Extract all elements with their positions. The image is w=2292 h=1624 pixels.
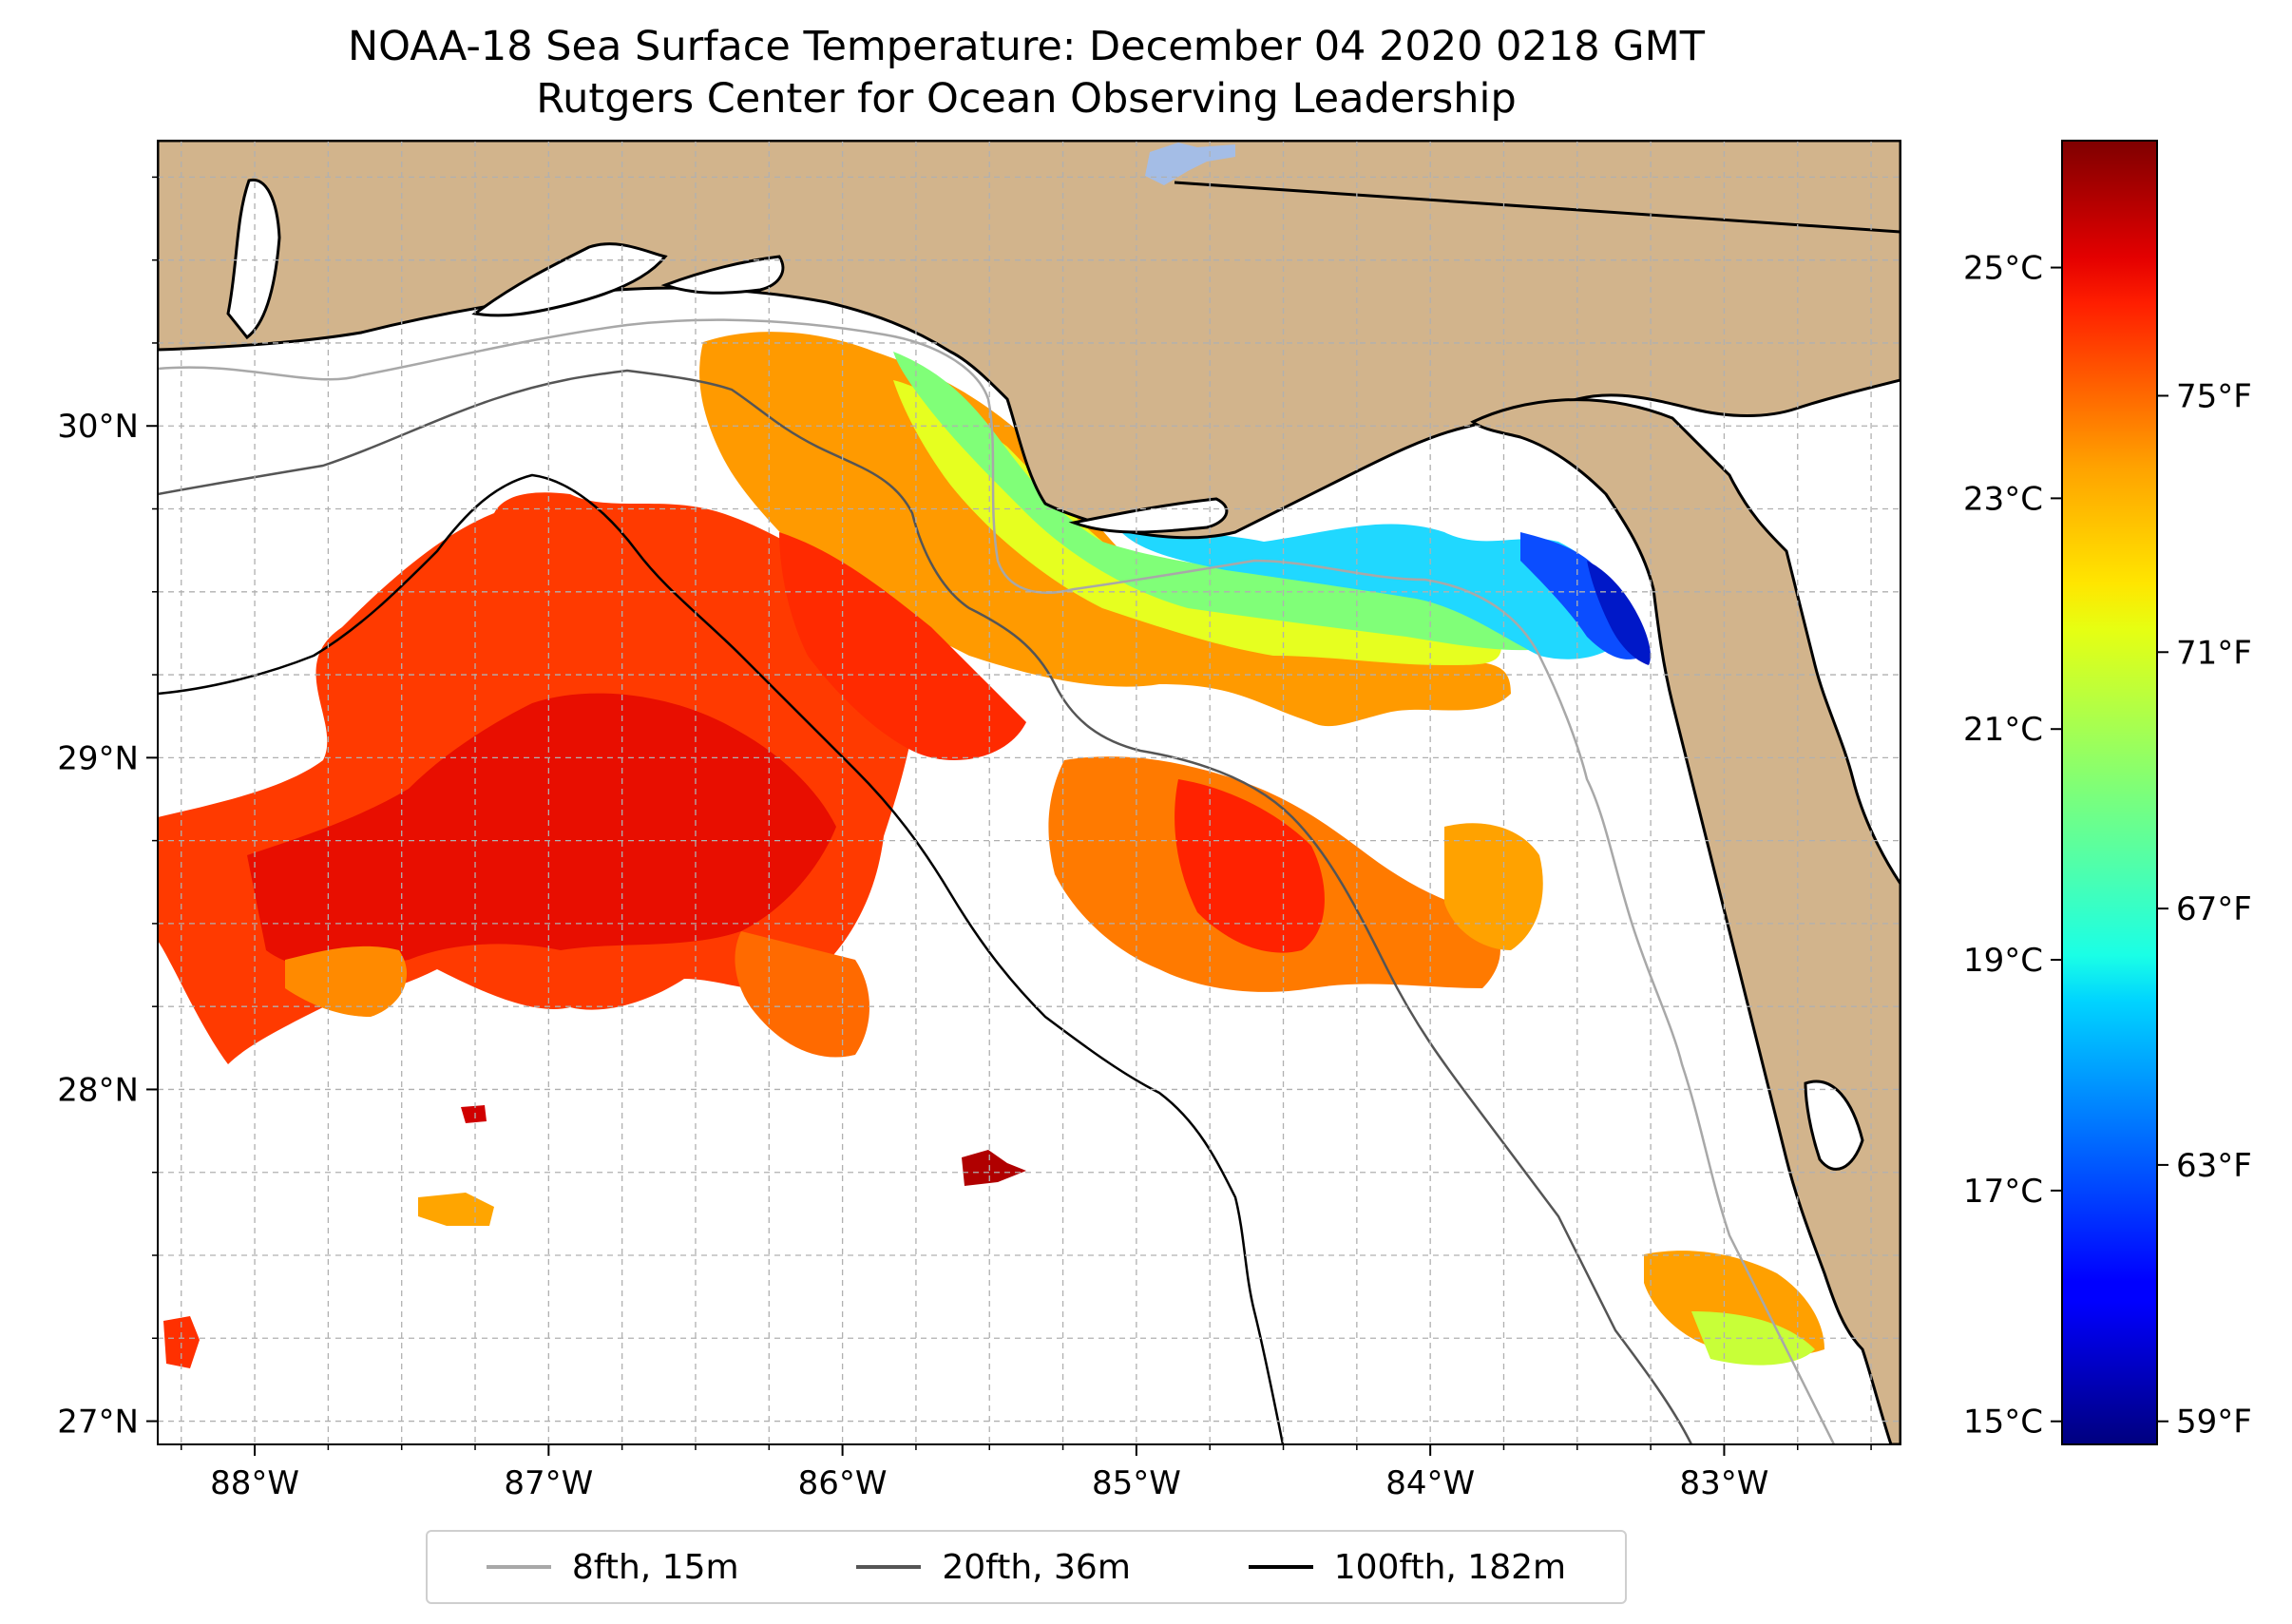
legend-label-8fth: 8fth, 15m: [571, 1547, 739, 1587]
bay-st-andrew: [660, 255, 785, 295]
sst-region-central-red: [779, 532, 1026, 760]
lat-tick-label: 28°N: [57, 1071, 139, 1109]
colorbar-fahrenheit-axis: 59°F 63°F 67°F 71°F 75°F: [2157, 377, 2252, 1442]
fahrenheit-tick-label: 71°F: [2176, 634, 2252, 672]
land-layer: [158, 141, 1900, 1444]
legend-label-20fth: 20fth, 36m: [942, 1547, 1131, 1587]
sst-region-southeast-red: [1175, 779, 1325, 953]
bay-apalachicola: [1068, 497, 1229, 534]
lon-tick-label: 83°W: [1679, 1464, 1768, 1502]
legend-item-100fth: 100fth, 182m: [1248, 1547, 1567, 1587]
legend-label-100fth: 100fth, 182m: [1333, 1547, 1567, 1587]
sst-data-layer: [158, 332, 1824, 1368]
land-peninsula: [1470, 398, 1900, 1444]
longitude-axis: 88°W 87°W 86°W 85°W 84°W 83°W: [180, 1444, 1872, 1502]
legend-item-8fth: 8fth, 15m: [486, 1547, 739, 1587]
map-plot-area: [158, 141, 1900, 1444]
sst-region-south-lobe: [735, 931, 869, 1058]
sst-region-west-orange: [285, 946, 408, 1017]
sst-patch-southwest-red: [163, 1316, 200, 1368]
sst-region-bigbend-navy: [1587, 561, 1651, 665]
lon-tick-label: 85°W: [1092, 1464, 1181, 1502]
sst-region-east-orange: [1444, 823, 1543, 950]
bay-tampa: [1804, 1079, 1864, 1171]
lon-tick-label: 86°W: [798, 1464, 888, 1502]
isobath-20fth: [158, 369, 1693, 1444]
lon-tick-label: 84°W: [1385, 1464, 1475, 1502]
map-frame: [157, 140, 1901, 1445]
celsius-tick-label: 25°C: [1963, 250, 2043, 288]
lat-tick-label: 27°N: [57, 1404, 139, 1442]
title-line-2: Rutgers Center for Ocean Observing Leade…: [536, 75, 1517, 123]
sst-patch-red-small: [461, 1105, 487, 1123]
celsius-tick-label: 21°C: [1963, 711, 2043, 749]
bay-choctaw: [471, 242, 668, 317]
lat-tick-label: 30°N: [57, 408, 139, 446]
sst-patch-dark-red: [962, 1150, 1026, 1186]
sst-region-central-orange: [699, 332, 1511, 727]
celsius-tick-label: 23°C: [1963, 480, 2043, 518]
legend-swatch-8fth: [486, 1565, 551, 1569]
colorbar-celsius-axis: 15°C 17°C 19°C 21°C 23°C 25°C: [1963, 250, 2062, 1442]
colorbar: [2061, 140, 2158, 1445]
isobath-8fth: [158, 318, 1836, 1444]
lat-tick-label: 29°N: [57, 739, 139, 777]
gridlines: [158, 141, 1900, 1444]
isobath-layer: [158, 318, 1836, 1444]
fahrenheit-tick-label: 67°F: [2176, 890, 2252, 928]
legend-swatch-100fth: [1248, 1565, 1313, 1569]
lon-tick-label: 88°W: [210, 1464, 299, 1502]
inland-lake: [1145, 143, 1235, 185]
isobath-legend: 8fth, 15m 20fth, 36m 100fth, 182m: [426, 1530, 1627, 1604]
fahrenheit-tick-label: 63°F: [2176, 1147, 2252, 1185]
latitude-axis: 27°N 28°N 29°N 30°N: [57, 176, 158, 1442]
state-border: [1174, 181, 1900, 234]
title-line-1: NOAA-18 Sea Surface Temperature: Decembe…: [348, 23, 1705, 70]
lon-tick-label: 87°W: [504, 1464, 593, 1502]
celsius-tick-label: 15°C: [1963, 1404, 2043, 1442]
celsius-tick-label: 17°C: [1963, 1173, 2043, 1211]
bay-pensacola: [226, 178, 281, 340]
fahrenheit-tick-label: 59°F: [2176, 1404, 2252, 1442]
legend-swatch-20fth: [856, 1565, 922, 1569]
map-title: NOAA-18 Sea Surface Temperature: Decembe…: [152, 21, 1900, 125]
sst-region-tampa-yellow: [1691, 1311, 1815, 1366]
fahrenheit-tick-label: 75°F: [2176, 377, 2252, 415]
celsius-tick-label: 19°C: [1963, 942, 2043, 980]
sst-region-west-core: [247, 693, 836, 969]
isobath-100fth: [158, 473, 1285, 1444]
sst-region-coastal-cyan: [1121, 524, 1634, 659]
legend-item-20fth: 20fth, 36m: [856, 1548, 1131, 1587]
